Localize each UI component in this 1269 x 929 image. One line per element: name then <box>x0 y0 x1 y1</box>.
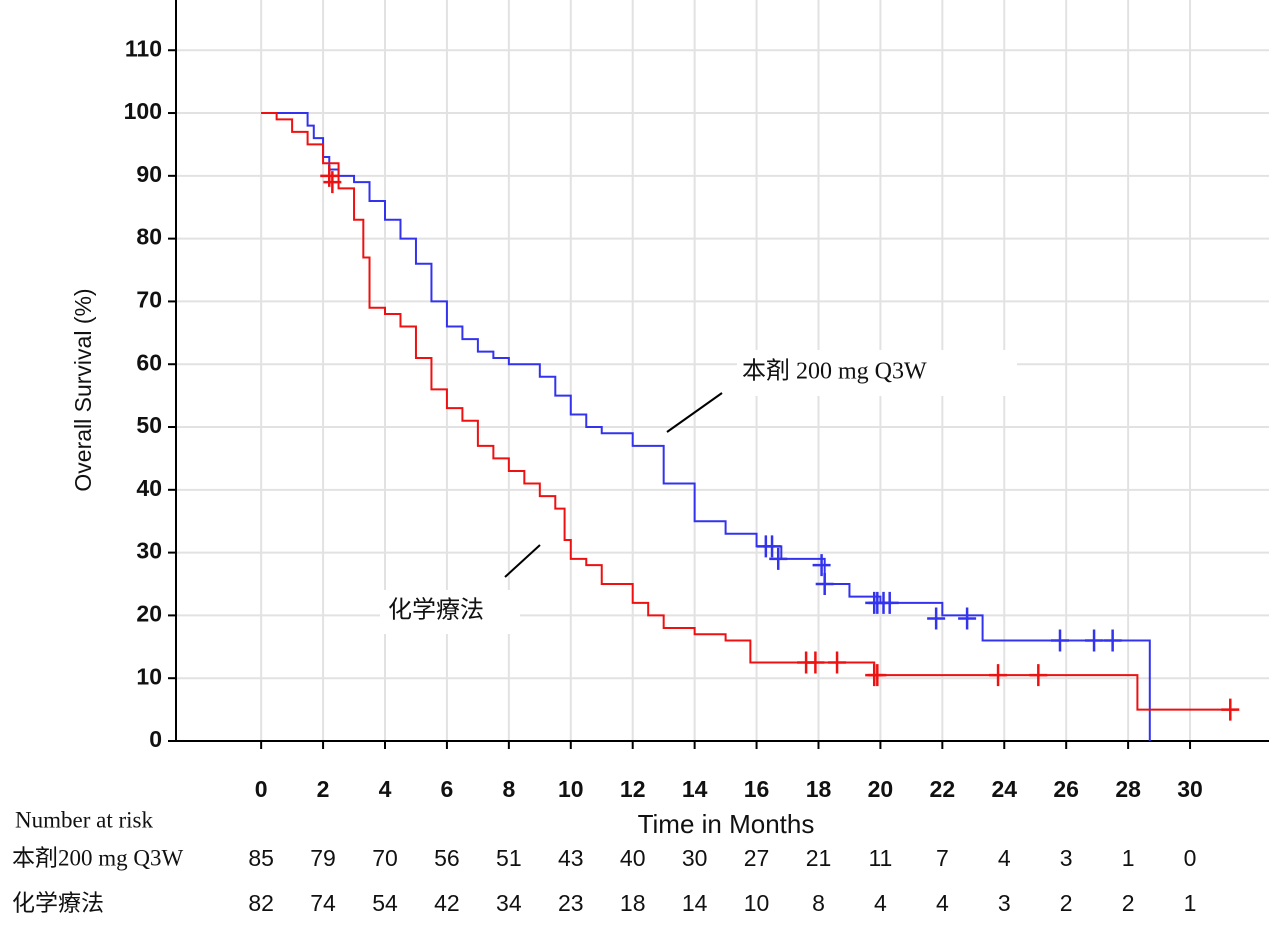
risk-value: 56 <box>434 845 460 871</box>
y-tick-label: 80 <box>136 224 162 250</box>
censor-mark <box>769 547 788 570</box>
x-tick-label: 24 <box>991 776 1017 802</box>
risk-value: 27 <box>744 845 770 871</box>
censor-mark <box>1029 664 1048 687</box>
risk-row-label: 化学療法 <box>12 890 104 915</box>
risk-value: 2 <box>1122 890 1135 916</box>
x-tick-label: 30 <box>1177 776 1203 802</box>
x-tick-label: 26 <box>1053 776 1079 802</box>
x-axis-title: Time in Months <box>638 809 815 839</box>
y-tick-label: 90 <box>136 161 162 187</box>
annotation-box <box>737 350 1017 396</box>
censor-mark <box>1085 629 1104 652</box>
y-tick-label: 30 <box>136 538 162 564</box>
risk-value: 85 <box>248 845 274 871</box>
y-tick-label: 110 <box>125 35 162 61</box>
censor-mark <box>1103 629 1122 652</box>
risk-value: 0 <box>1184 845 1197 871</box>
risk-value: 3 <box>1060 845 1073 871</box>
risk-row-label: 本剤200 mg Q3W <box>12 845 184 870</box>
x-tick-label: 8 <box>502 776 515 802</box>
risk-value: 34 <box>496 890 522 916</box>
censor-mark <box>1051 629 1069 652</box>
risk-value: 51 <box>496 845 522 871</box>
x-tick-label: 10 <box>558 776 584 802</box>
survival-curve <box>261 112 1237 711</box>
censor-mark <box>323 171 342 194</box>
risk-value: 70 <box>372 845 398 871</box>
x-tick-label: 20 <box>868 776 894 802</box>
risk-table-title: Number at risk <box>15 807 153 832</box>
annotation-pointer <box>666 392 723 433</box>
risk-value: 18 <box>620 890 646 916</box>
risk-value: 23 <box>558 890 584 916</box>
risk-value: 1 <box>1184 890 1197 916</box>
risk-value: 42 <box>434 890 460 916</box>
x-tick-label: 2 <box>317 776 330 802</box>
censor-mark <box>880 591 899 614</box>
censor-mark <box>927 607 946 630</box>
x-tick-label: 6 <box>441 776 454 802</box>
risk-value: 7 <box>936 845 949 871</box>
censor-mark <box>828 651 847 674</box>
y-tick-label: 60 <box>136 349 162 375</box>
risk-value: 11 <box>868 845 892 871</box>
x-tick-label: 12 <box>620 776 646 802</box>
y-tick-label: 50 <box>136 412 162 438</box>
y-tick-label: 10 <box>136 663 162 689</box>
x-tick-label: 16 <box>744 776 770 802</box>
censor-mark <box>815 573 834 596</box>
x-tick-label: 28 <box>1115 776 1141 802</box>
risk-value: 14 <box>682 890 708 916</box>
annotation-pointer <box>504 544 541 578</box>
survival-curve <box>261 112 1151 741</box>
risk-value: 8 <box>812 890 825 916</box>
censor-mark <box>812 554 831 577</box>
risk-value: 4 <box>874 890 887 916</box>
x-tick-label: 0 <box>255 776 268 802</box>
risk-value: 43 <box>558 845 584 871</box>
risk-value: 74 <box>310 890 336 916</box>
risk-value: 4 <box>998 845 1011 871</box>
risk-value: 79 <box>310 845 336 871</box>
x-tick-label: 14 <box>682 776 708 802</box>
annotation-box <box>380 590 520 634</box>
risk-value: 4 <box>936 890 949 916</box>
series-annotation: 化学療法 <box>388 597 484 624</box>
x-tick-label: 4 <box>379 776 392 802</box>
x-tick-label: 22 <box>930 776 956 802</box>
series-annotation: 本剤 200 mg Q3W <box>742 358 927 385</box>
risk-value: 21 <box>806 845 832 871</box>
y-tick-label: 0 <box>149 726 162 752</box>
x-tick-label: 18 <box>806 776 832 802</box>
y-tick-label: 100 <box>124 98 162 124</box>
y-axis-title: Overall Survival (%) <box>70 288 96 491</box>
censor-mark <box>958 607 977 630</box>
risk-value: 3 <box>998 890 1011 916</box>
y-tick-label: 70 <box>136 287 162 313</box>
censor-mark <box>989 664 1008 687</box>
y-tick-label: 20 <box>136 600 162 626</box>
risk-value: 2 <box>1060 890 1073 916</box>
risk-value: 1 <box>1122 845 1135 871</box>
censor-mark <box>868 664 887 687</box>
y-tick-label: 40 <box>136 475 162 501</box>
risk-value: 54 <box>372 890 398 916</box>
risk-value: 82 <box>248 890 274 916</box>
censor-mark <box>1221 698 1240 721</box>
risk-value: 10 <box>744 890 770 916</box>
censor-mark <box>806 651 825 674</box>
censor-mark <box>763 535 782 558</box>
risk-value: 30 <box>682 845 708 871</box>
risk-value: 40 <box>620 845 646 871</box>
